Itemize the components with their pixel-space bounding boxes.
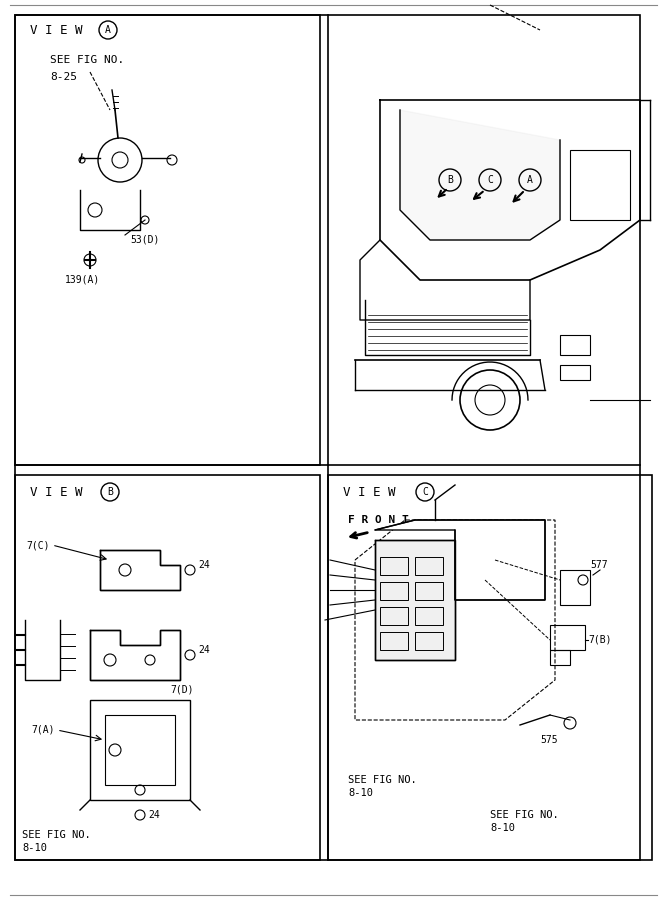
Bar [105, 715, 175, 785]
Bar [415, 582, 443, 600]
Text: SEE FIG NO.: SEE FIG NO. [22, 830, 91, 840]
Bar [570, 150, 630, 220]
Text: 139(A): 139(A) [65, 275, 100, 285]
Bar [90, 700, 190, 800]
Bar [560, 570, 590, 605]
Text: SEE FIG NO.: SEE FIG NO. [490, 810, 559, 820]
Text: V I E W: V I E W [30, 23, 83, 37]
Polygon shape [400, 110, 560, 240]
Text: 7(C): 7(C) [27, 540, 50, 550]
Text: 7(D): 7(D) [170, 685, 193, 695]
Text: B: B [447, 175, 453, 185]
Polygon shape [375, 520, 545, 600]
Text: C: C [487, 175, 493, 185]
Text: B: B [107, 487, 113, 497]
Bar [380, 582, 408, 600]
Text: V I E W: V I E W [343, 485, 396, 499]
Bar [560, 365, 590, 380]
Polygon shape [90, 630, 180, 680]
Bar [415, 632, 443, 650]
Text: 8-10: 8-10 [22, 843, 47, 853]
Text: A: A [527, 175, 533, 185]
Bar [560, 335, 590, 355]
Text: 8-10: 8-10 [490, 823, 515, 833]
Text: 7(B): 7(B) [588, 635, 612, 645]
Bar [380, 607, 408, 625]
Bar [328, 475, 652, 860]
Text: 8-25: 8-25 [50, 72, 77, 82]
Bar [380, 557, 408, 575]
Text: 577: 577 [590, 560, 608, 570]
Text: SEE FIG NO.: SEE FIG NO. [50, 55, 124, 65]
Text: 7(A): 7(A) [31, 725, 55, 735]
Bar [550, 650, 570, 665]
Bar [15, 15, 320, 465]
Bar [550, 625, 585, 650]
Circle shape [167, 155, 177, 165]
Polygon shape [100, 550, 180, 590]
Bar [415, 557, 443, 575]
Text: A: A [105, 25, 111, 35]
Bar [15, 475, 320, 860]
Text: F R O N T: F R O N T [348, 515, 409, 525]
Text: SEE FIG NO.: SEE FIG NO. [348, 775, 417, 785]
Text: 24: 24 [148, 810, 160, 820]
Bar [415, 607, 443, 625]
Text: V I E W: V I E W [30, 485, 83, 499]
Text: 53(D): 53(D) [130, 235, 159, 245]
Bar [380, 632, 408, 650]
Text: 575: 575 [540, 735, 558, 745]
Text: 8-10: 8-10 [348, 788, 373, 798]
Text: 24: 24 [198, 560, 209, 570]
Text: C: C [422, 487, 428, 497]
Text: 24: 24 [198, 645, 209, 655]
Polygon shape [375, 540, 455, 660]
